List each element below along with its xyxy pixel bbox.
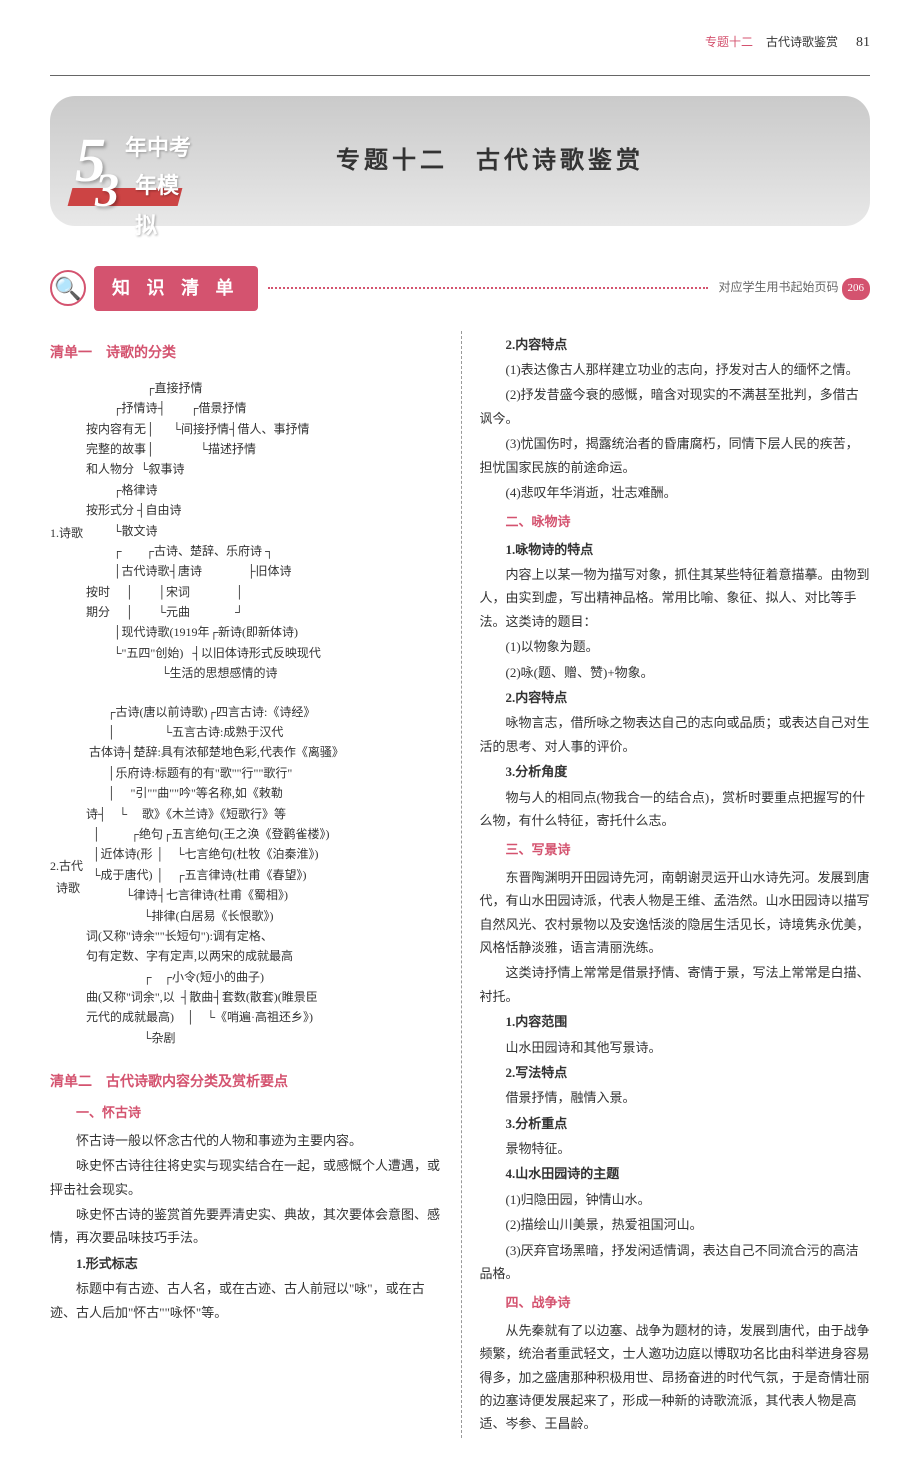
logo-text-1: 年中考 xyxy=(125,128,191,168)
header-subtitle: 古代诗歌鉴赏 xyxy=(766,35,838,49)
subheading: 2.写法特点 xyxy=(480,1061,871,1084)
subheading: 2.内容特点 xyxy=(480,686,871,709)
para: 借景抒情，融情入景。 xyxy=(480,1086,871,1109)
para: (1)归隐田园，钟情山水。 xyxy=(480,1188,871,1211)
para: 景物特征。 xyxy=(480,1137,871,1160)
para: 物与人的相同点(物我合一的结合点)，赏析时要重点把握写的什么物，有什么特征，寄托… xyxy=(480,786,871,833)
logo-3: 3 xyxy=(95,148,119,234)
header-page-number: 81 xyxy=(856,35,870,50)
subheading: 1.咏物诗的特点 xyxy=(480,538,871,561)
para: (2)抒发昔盛今衰的感慨，暗含对现实的不满甚至批判，多借古讽今。 xyxy=(480,383,871,430)
subheading: 4.山水田园诗的主题 xyxy=(480,1162,871,1185)
subheading: 2.内容特点 xyxy=(480,333,871,356)
para: 标题中有古迹、古人名，或在古迹、古人前冠以"咏"，或在古迹、古人后加"怀古""咏… xyxy=(50,1277,441,1324)
para: (1)表达像古人那样建立功业的志向，抒发对古人的缅怀之情。 xyxy=(480,358,871,381)
heading-zhanzheng: 四、战争诗 xyxy=(480,1291,871,1314)
list2-title: 清单二 古代诗歌内容分类及赏析要点 xyxy=(50,1070,441,1095)
section-title: 知 识 清 单 xyxy=(94,266,258,310)
heading-huaigu: 一、怀古诗 xyxy=(50,1101,441,1124)
para: (3)厌弃官场黑暗，抒发闲适情调，表达自己不同流合污的高洁品格。 xyxy=(480,1239,871,1286)
para: (4)悲叹年华消逝，壮志难酬。 xyxy=(480,481,871,504)
logo-text-2: 年模拟 xyxy=(135,166,200,245)
section-reference: 对应学生用书起始页码 206 xyxy=(718,277,870,300)
para: (2)咏(题、赠、赞)+物象。 xyxy=(480,661,871,684)
para: 从先秦就有了以边塞、战争为题材的诗，发展到唐代，由于战争频繁，统治者重武轻文，士… xyxy=(480,1319,871,1436)
left-column: 清单一 诗歌的分类 1.诗歌 ┌直接抒情 ┌抒情诗┤ ┌借景抒情 按内容有无│ … xyxy=(50,331,441,1438)
section-dots xyxy=(268,287,709,289)
para: 咏物言志，借所咏之物表达自己的志向或品质；或表达自己对生活的思考、对人事的评价。 xyxy=(480,711,871,758)
list1-title: 清单一 诗歌的分类 xyxy=(50,341,441,366)
heading-xiejing: 三、写景诗 xyxy=(480,838,871,861)
page: 专题十二 古代诗歌鉴赏 81 5 年中考 3 年模拟 专题十二 古代诗歌鉴赏 🔍… xyxy=(0,0,920,1468)
header-divider xyxy=(50,75,870,76)
banner-title: 专题十二 古代诗歌鉴赏 xyxy=(230,140,750,183)
classification-tree-1: ┌直接抒情 ┌抒情诗┤ ┌借景抒情 按内容有无│ └间接抒情┤借人、事抒情 完整… xyxy=(83,378,321,684)
subheading: 3.分析重点 xyxy=(480,1112,871,1135)
tree2-label: 2.古代 诗歌 xyxy=(50,856,83,899)
header-topic: 专题十二 xyxy=(705,35,753,49)
logo: 5 年中考 3 年模拟 xyxy=(70,116,200,206)
ref-text: 对应学生用书起始页码 xyxy=(718,280,838,294)
ref-page-badge: 206 xyxy=(842,278,871,300)
para: 东晋陶渊明开田园诗先河，南朝谢灵运开山水诗先河。发展到唐代，有山水田园诗派，代表… xyxy=(480,866,871,960)
para: 内容上以某一物为描写对象，抓住其某些特征着意描摹。由物到人，由实到虚，写出精神品… xyxy=(480,563,871,633)
tree2-wrap: 2.古代 诗歌 ┌古诗(唐以前诗歌)┌四言古诗:《诗经》 │ └五言古诗:成熟于… xyxy=(50,696,441,1061)
para: (1)以物象为题。 xyxy=(480,635,871,658)
page-header: 专题十二 古代诗歌鉴赏 81 xyxy=(50,30,870,55)
magnifier-icon: 🔍 xyxy=(50,270,86,306)
tree1-label: 1.诗歌 xyxy=(50,523,83,545)
classification-tree-2: ┌古诗(唐以前诗歌)┌四言古诗:《诗经》 │ └五言古诗:成熟于汉代 古体诗┤楚… xyxy=(83,702,344,1049)
subheading: 3.分析角度 xyxy=(480,760,871,783)
right-column: 2.内容特点 (1)表达像古人那样建立功业的志向，抒发对古人的缅怀之情。 (2)… xyxy=(461,331,871,1438)
section-header: 🔍 知 识 清 单 对应学生用书起始页码 206 xyxy=(50,266,870,310)
heading-yongwu: 二、咏物诗 xyxy=(480,510,871,533)
para: 山水田园诗和其他写景诗。 xyxy=(480,1036,871,1059)
title-banner: 5 年中考 3 年模拟 专题十二 古代诗歌鉴赏 xyxy=(50,96,870,226)
para: 咏史怀古诗的鉴赏首先要弄清史实、典故，其次要体会意图、感情，再次要品味技巧手法。 xyxy=(50,1203,441,1250)
para: (2)描绘山川美景，热爱祖国河山。 xyxy=(480,1213,871,1236)
para: 这类诗抒情上常常是借景抒情、寄情于景，写法上常常是白描、衬托。 xyxy=(480,961,871,1008)
subheading: 1.形式标志 xyxy=(50,1252,441,1275)
tree1-wrap: 1.诗歌 ┌直接抒情 ┌抒情诗┤ ┌借景抒情 按内容有无│ └间接抒情┤借人、事… xyxy=(50,372,441,696)
para: (3)忧国伤时，揭露统治者的昏庸腐朽，同情下层人民的疾苦，担忧国家民族的前途命运… xyxy=(480,432,871,479)
subheading: 1.内容范围 xyxy=(480,1010,871,1033)
para: 怀古诗一般以怀念古代的人物和事迹为主要内容。 xyxy=(50,1129,441,1152)
content-columns: 清单一 诗歌的分类 1.诗歌 ┌直接抒情 ┌抒情诗┤ ┌借景抒情 按内容有无│ … xyxy=(50,331,870,1438)
para: 咏史怀古诗往往将史实与现实结合在一起，或感慨个人遭遇，或抨击社会现实。 xyxy=(50,1154,441,1201)
